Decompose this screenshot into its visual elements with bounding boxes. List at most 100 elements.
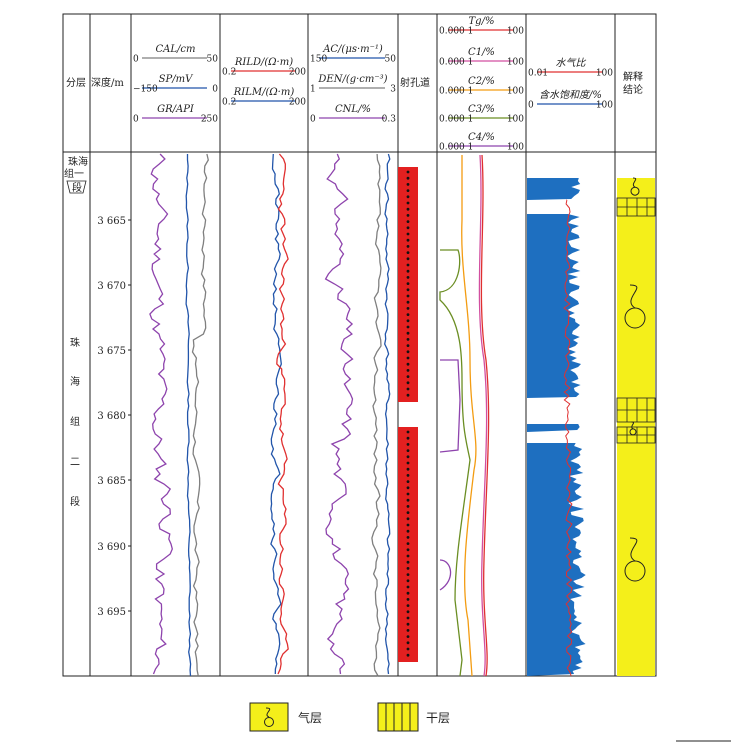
gas-layer-icon xyxy=(624,284,646,329)
depth-tick-label: 3 675 xyxy=(97,346,126,357)
perforation-dot xyxy=(406,598,410,601)
perforation-dot xyxy=(406,387,410,391)
perforation-dot xyxy=(406,344,410,347)
curve-min: 0.000 1 xyxy=(439,115,473,125)
curve-max: 100 xyxy=(507,115,524,125)
curve-label: DEN/(g·cm⁻³) xyxy=(317,74,387,85)
svg-text:珠海: 珠海 xyxy=(68,155,88,168)
curve-label: C2/% xyxy=(468,76,495,87)
perforation-dot xyxy=(406,369,410,372)
depth-header: 深度/m xyxy=(91,76,124,89)
log-curves xyxy=(149,153,490,677)
curve-max: 200 xyxy=(289,68,306,78)
curve-label: 含水饱和度/% xyxy=(539,89,602,101)
cal-curve xyxy=(191,153,209,677)
perforation-dot xyxy=(406,511,410,514)
c2-curve xyxy=(461,155,477,677)
perforation-dot xyxy=(406,604,410,607)
perforation-dot xyxy=(406,548,410,552)
svg-text:海: 海 xyxy=(70,375,80,388)
interpretation-header: 解释结论 xyxy=(623,70,643,96)
perforation-dot xyxy=(406,269,410,273)
curve-max: 100 xyxy=(507,27,524,37)
dry-layer-band-2 xyxy=(616,397,656,423)
curve-max: 250 xyxy=(201,115,218,125)
curve-label: RILM/(Ω·m) xyxy=(233,87,295,98)
svg-text:珠: 珠 xyxy=(70,336,80,349)
perforation-dot xyxy=(406,492,410,496)
perforation-dot xyxy=(406,622,410,626)
layer-header: 分层 xyxy=(66,77,86,89)
legend-gas-label: 气层 xyxy=(298,710,322,725)
gas-layer-icon xyxy=(630,177,640,196)
tg-curve xyxy=(480,154,490,677)
depth-tick-label: 3 670 xyxy=(97,281,126,292)
curve-label: C1/% xyxy=(468,47,495,58)
curve-min: 150 xyxy=(310,55,327,65)
curve-max: 0 xyxy=(212,85,218,95)
c1-curve xyxy=(478,154,488,677)
gas-layer-icon xyxy=(629,421,637,436)
perforation-dot xyxy=(406,647,410,651)
perforation-dot xyxy=(406,195,410,199)
curve-min: 0.2 xyxy=(222,68,236,78)
perforation-dot xyxy=(406,176,410,180)
perforation-dot xyxy=(406,542,410,545)
svg-text:组一: 组一 xyxy=(64,167,84,180)
perforation-dot xyxy=(406,207,410,211)
curve-max: 100 xyxy=(507,58,524,68)
ac-curve xyxy=(384,153,391,675)
perforation-dot xyxy=(406,300,410,304)
curve-min: 0.000 1 xyxy=(439,58,473,68)
perforation-dot xyxy=(406,232,410,236)
perforation-dot xyxy=(406,189,410,193)
rilm-curve xyxy=(270,153,282,675)
perforation-dot xyxy=(406,294,410,298)
sp-curve xyxy=(185,154,192,677)
perforation-header: 射孔道 xyxy=(400,76,430,89)
curve-min: −150 xyxy=(133,85,158,95)
perforation-dot xyxy=(406,238,410,242)
curve-label: AC/(μs·m⁻¹) xyxy=(322,44,383,55)
perforation-dot xyxy=(406,375,410,378)
curve-max: 200 xyxy=(289,98,306,108)
perforation-dot xyxy=(406,319,410,323)
perforation-dot xyxy=(406,313,410,316)
curve-label: CNL/% xyxy=(335,104,371,115)
perforation-dot xyxy=(406,288,410,292)
svg-text:段: 段 xyxy=(72,181,82,194)
perforation-dot xyxy=(406,523,410,527)
curve-min: 0.01 xyxy=(528,69,548,79)
perforation-dot xyxy=(406,560,410,564)
perforation-dot xyxy=(406,536,410,539)
svg-text:二: 二 xyxy=(70,457,80,468)
perforation-dot xyxy=(406,505,410,508)
depth-tick-label: 3 685 xyxy=(97,476,126,487)
gas-layer-icon xyxy=(264,707,274,727)
perforation-dot xyxy=(406,461,410,465)
perforation-dot xyxy=(406,629,410,632)
perforation-dot xyxy=(406,585,410,589)
perforation-dot xyxy=(406,245,410,248)
depth-tick-label: 3 680 xyxy=(97,411,126,422)
perforation-dot xyxy=(406,307,410,310)
dry-layer-band-1 xyxy=(616,197,656,217)
dry-layer-swatch xyxy=(377,702,419,732)
curve-min: 0.000 1 xyxy=(439,87,473,97)
perforation-dot xyxy=(406,641,410,645)
curve-min: 0.000 1 xyxy=(439,27,473,37)
depth-tick-label: 3 695 xyxy=(97,607,126,618)
perforation-dot xyxy=(406,430,410,434)
perforation-dot xyxy=(406,350,410,354)
perforation-dot xyxy=(406,517,410,521)
curve-max: 100 xyxy=(596,69,613,79)
perforation-dot xyxy=(406,467,410,471)
perforation-dot xyxy=(406,554,410,558)
curve-max: 100 xyxy=(507,143,524,153)
perforation-dot xyxy=(406,201,410,205)
layer-1-label: 珠海 组一 段 xyxy=(64,155,88,194)
perforation-dot xyxy=(406,325,410,329)
perforation-dot xyxy=(406,573,410,576)
curve-min: 1 xyxy=(310,85,316,95)
